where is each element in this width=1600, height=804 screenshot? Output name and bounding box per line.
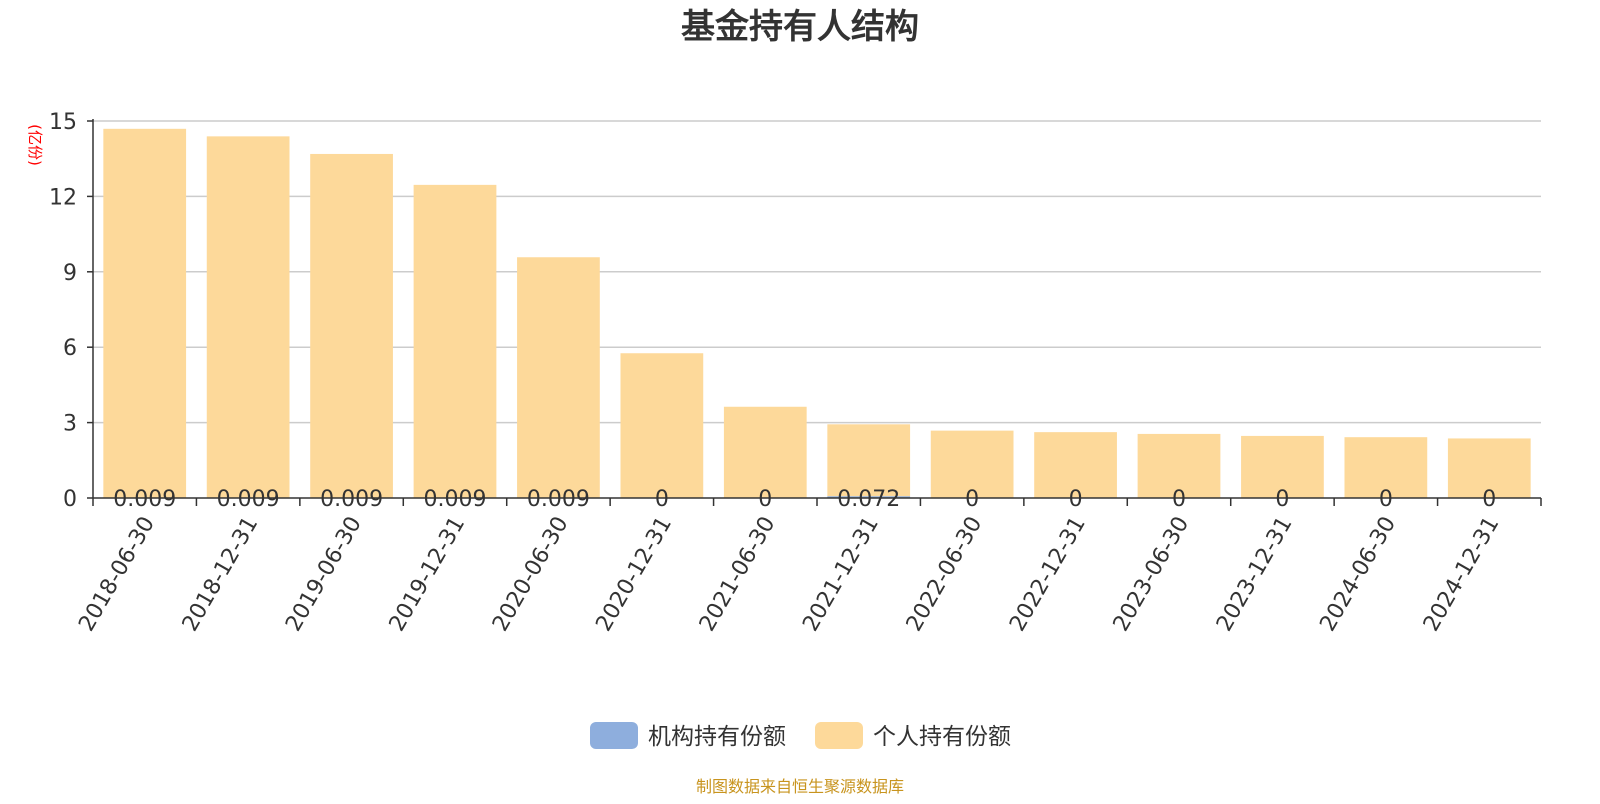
- data-label-institutional: 0: [1275, 487, 1289, 512]
- bar-personal[interactable]: [827, 424, 910, 496]
- legend-item-institutional[interactable]: 机构持有份额: [590, 722, 786, 750]
- data-label-institutional: 0: [655, 487, 669, 512]
- data-label-institutional: 0: [758, 487, 772, 512]
- x-tick-label: 2024-06-30: [1315, 513, 1401, 636]
- x-tick-label: 2023-06-30: [1109, 513, 1195, 636]
- bar-personal[interactable]: [207, 136, 290, 497]
- bar-personal[interactable]: [103, 129, 186, 498]
- y-axis-label: (亿份): [26, 124, 44, 166]
- bar-personal[interactable]: [620, 353, 703, 498]
- x-tick-label: 2023-12-31: [1212, 513, 1298, 636]
- x-tick-label: 2020-12-31: [591, 513, 677, 636]
- source-note: 制图数据来自恒生聚源数据库: [696, 777, 904, 796]
- y-tick-label: 0: [63, 487, 77, 512]
- legend[interactable]: 机构持有份额 个人持有份额: [590, 722, 1011, 750]
- data-label-institutional: 0: [965, 487, 979, 512]
- data-label-institutional: 0.009: [424, 487, 487, 512]
- x-tick-label: 2018-06-30: [74, 513, 160, 636]
- y-tick-label: 15: [49, 110, 77, 135]
- chart-title: 基金持有人结构: [681, 7, 919, 47]
- data-label-institutional: 0: [1172, 487, 1186, 512]
- x-tick-label: 2019-12-31: [385, 513, 471, 636]
- data-label-institutional: 0.009: [320, 487, 383, 512]
- y-tick-label: 3: [63, 412, 77, 437]
- bars-layer: [103, 129, 1530, 498]
- x-tick-label: 2022-06-30: [902, 513, 988, 636]
- x-tick-label: 2020-06-30: [488, 513, 574, 636]
- x-tick-label: 2021-12-31: [798, 513, 884, 636]
- bar-personal[interactable]: [517, 257, 600, 498]
- data-label-institutional: 0: [1379, 487, 1393, 512]
- data-label-institutional: 0.009: [527, 487, 590, 512]
- legend-label: 机构持有份额: [648, 724, 786, 750]
- legend-swatch: [590, 722, 638, 749]
- legend-item-personal[interactable]: 个人持有份额: [815, 722, 1011, 750]
- bar-personal[interactable]: [724, 407, 807, 498]
- data-label-institutional: 0.009: [113, 487, 176, 512]
- x-tick-label: 2024-12-31: [1419, 513, 1505, 636]
- data-label-institutional: 0.009: [217, 487, 280, 512]
- data-label-institutional: 0: [1482, 487, 1496, 512]
- y-tick-label: 6: [63, 336, 77, 361]
- x-tick-label: 2022-12-31: [1005, 513, 1091, 636]
- x-tick-label: 2021-06-30: [695, 513, 781, 636]
- legend-swatch: [815, 722, 863, 749]
- bar-personal[interactable]: [414, 185, 497, 498]
- bar-personal[interactable]: [310, 154, 393, 498]
- y-tick-label: 9: [63, 261, 77, 286]
- y-tick-label: 12: [49, 185, 77, 210]
- x-tick-label: 2018-12-31: [178, 513, 264, 636]
- x-tick-label: 2019-06-30: [281, 513, 367, 636]
- data-label-institutional: 0: [1069, 487, 1083, 512]
- legend-label: 个人持有份额: [873, 724, 1011, 750]
- data-label-institutional: 0.072: [837, 487, 900, 512]
